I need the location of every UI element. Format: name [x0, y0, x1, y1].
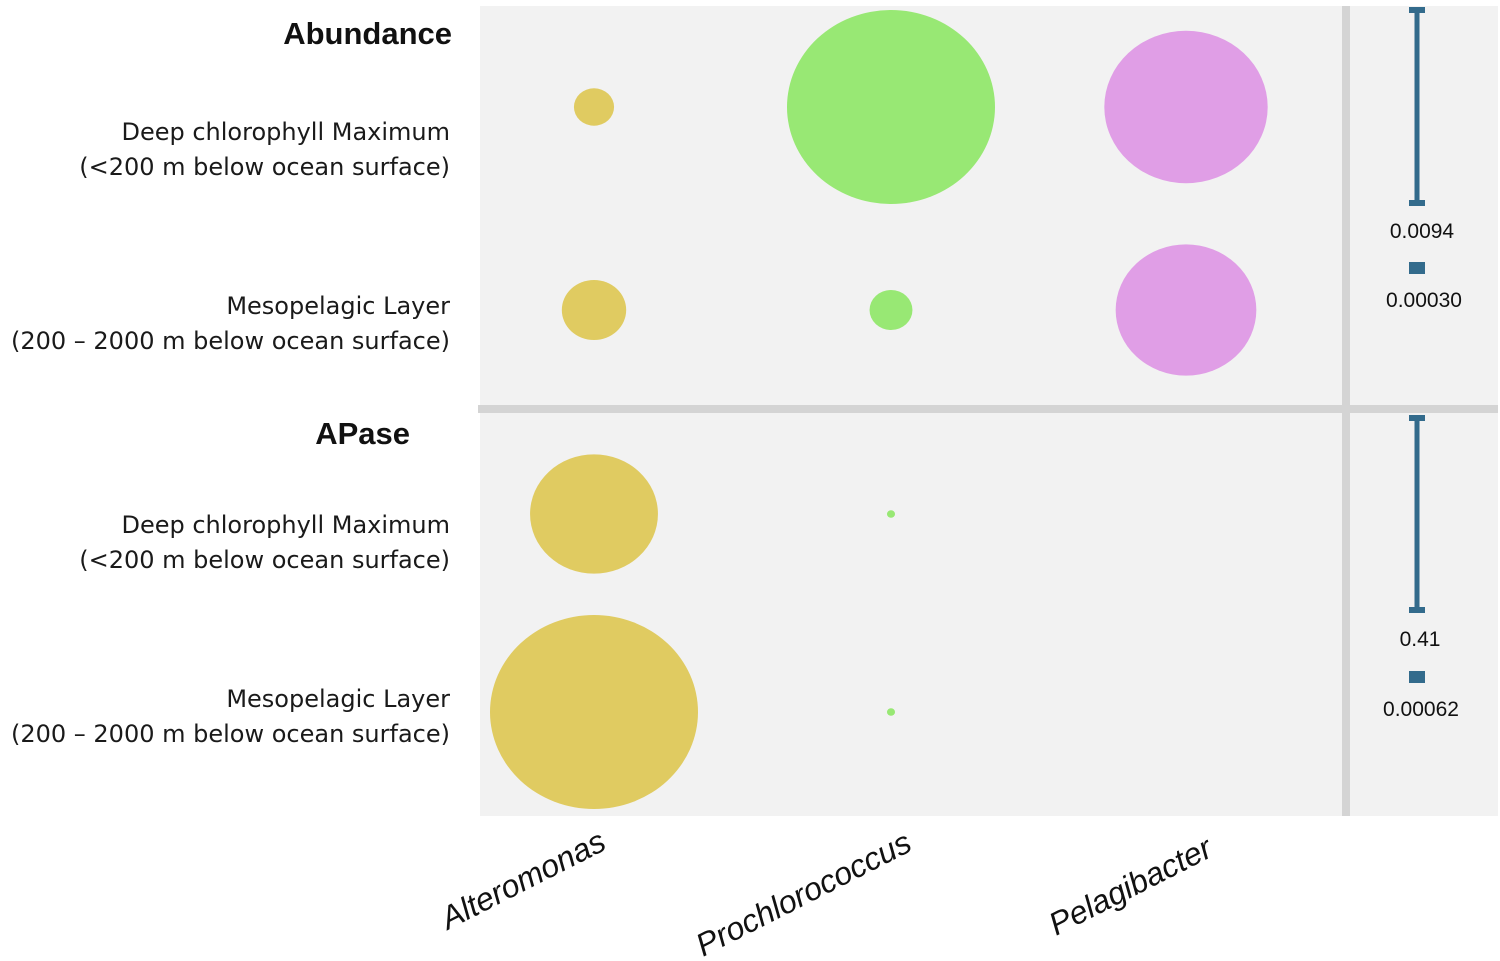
row-label-abundance-meso-line2: (200 – 2000 m below ocean surface) — [11, 327, 450, 355]
row-label-abundance-meso-line1: Mesopelagic Layer — [226, 292, 450, 320]
row-label-apase-meso-line2: (200 – 2000 m below ocean surface) — [11, 720, 450, 748]
bubble-abundance-row2-prochlorococcus — [869, 289, 913, 331]
column-label-alteromonas: Alteromonas — [433, 823, 611, 938]
legend-abundance-top-cap — [1409, 7, 1425, 13]
legend-abundance-min-square — [1409, 262, 1425, 274]
abundance-panel-background — [480, 6, 1498, 408]
bubble-abundance-row1-prochlorococcus — [787, 10, 995, 204]
legend-abundance-max-label: 0.0094 — [1390, 220, 1455, 243]
row-label-abundance-dcm-line1: Deep chlorophyll Maximum — [121, 118, 450, 146]
panel-title-apase: APase — [315, 416, 410, 451]
legend-apase-bottom-cap — [1409, 607, 1425, 613]
legend-abundance-min-label: 0.00030 — [1386, 289, 1462, 312]
column-label-pelagibacter: Pelagibacter — [1043, 829, 1219, 942]
legend-apase-min-label: 0.00062 — [1383, 698, 1459, 721]
bubble-layer — [490, 10, 1268, 809]
bubble-abundance-row1-alteromonas — [573, 88, 615, 126]
legend-apase-min-square — [1409, 671, 1425, 683]
row-label-abundance-dcm-line2: (<200 m below ocean surface) — [79, 153, 450, 181]
column-label-prochlorococcus: Prochlorococcus — [690, 824, 917, 961]
row-label-apase-meso-line1: Mesopelagic Layer — [226, 685, 450, 713]
legend-apase-top-cap — [1409, 415, 1425, 421]
row-label-apase-dcm-line1: Deep chlorophyll Maximum — [121, 511, 450, 539]
bubble-apase-row2-prochlorococcus — [886, 708, 896, 716]
bubble-abundance-row2-pelagibacter — [1115, 244, 1257, 376]
legend-apase-max-bar — [1414, 418, 1420, 610]
panel-title-abundance: Abundance — [283, 16, 452, 51]
bubble-abundance-row1-pelagibacter — [1104, 30, 1268, 184]
legend-marks — [1409, 7, 1425, 683]
legend-apase-max-label: 0.41 — [1400, 628, 1441, 651]
bubble-apase-row2-alteromonas — [490, 615, 698, 809]
legend-abundance-max-bar — [1414, 10, 1420, 203]
vertical-separator — [1342, 6, 1350, 816]
bubble-apase-row1-prochlorococcus — [886, 510, 896, 518]
horizontal-separator — [478, 405, 1498, 413]
row-label-apase-dcm-line2: (<200 m below ocean surface) — [79, 546, 450, 574]
bubble-abundance-row2-alteromonas — [561, 279, 627, 341]
legend-abundance-bottom-cap — [1409, 200, 1425, 206]
bubble-apase-row1-alteromonas — [530, 454, 658, 574]
